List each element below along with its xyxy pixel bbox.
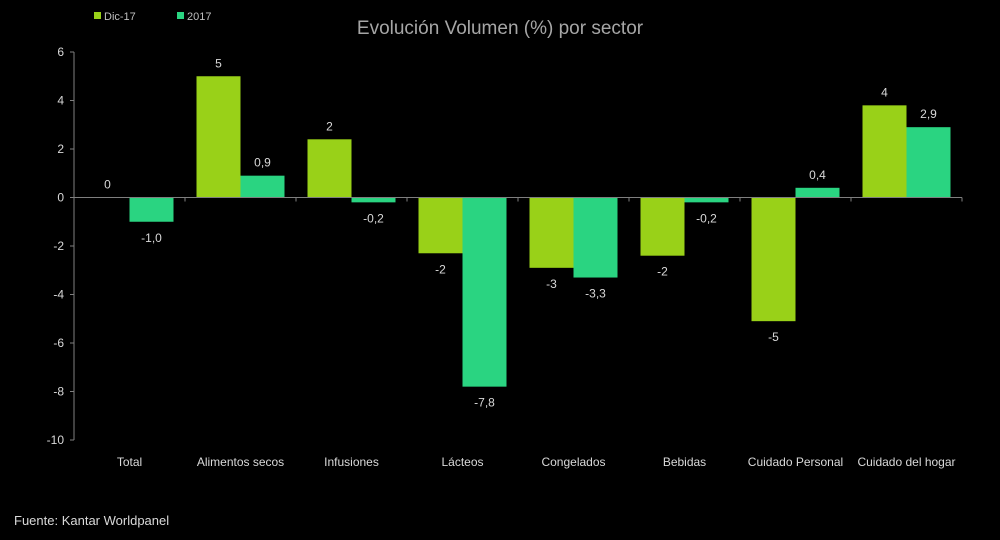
data-label-2017: -0,2 <box>696 211 717 225</box>
y-tick-label: -2 <box>53 239 64 253</box>
data-labels: 0 -1,0 5 0,9 2 -0,2 -2 -7,8 -3 -3,3 -2 -0,2 -5 0,4 4 2,… <box>104 56 937 409</box>
category-label: Bebidas <box>663 455 706 469</box>
bar-2017 <box>351 197 396 203</box>
bar-dic17 <box>529 197 574 268</box>
bar-2017 <box>573 197 618 278</box>
data-label-2017: 2,9 <box>920 107 937 121</box>
data-label-2017: 0,9 <box>254 156 271 170</box>
bar-2017 <box>129 197 174 222</box>
y-tick-label: 6 <box>57 45 64 59</box>
data-label-dic17: 2 <box>326 119 333 133</box>
legend-label-dic17: Dic-17 <box>104 11 136 23</box>
data-label-dic17: -5 <box>768 330 779 344</box>
data-label-2017: -1,0 <box>141 231 162 245</box>
category-label: Congelados <box>541 455 605 469</box>
bar-dic17 <box>751 197 796 322</box>
category-label: Lácteos <box>441 455 483 469</box>
category-label: Total <box>117 455 142 469</box>
category-label: Alimentos secos <box>197 455 284 469</box>
bar-dic17 <box>196 76 241 198</box>
data-label-2017: -7,8 <box>474 396 495 410</box>
y-tick-label: -6 <box>53 336 64 350</box>
y-tick-label: 2 <box>57 142 64 156</box>
zero-axis <box>73 197 963 202</box>
y-tick-label: 0 <box>57 191 64 205</box>
chart-title: Evolución Volumen (%) por sector <box>357 18 644 39</box>
x-axis: Total Alimentos secos Infusiones Lácteos Con… <box>117 455 956 469</box>
bar-dic17 <box>307 139 352 198</box>
bar-2017 <box>240 175 285 198</box>
data-label-dic17: 4 <box>881 85 888 99</box>
data-label-2017: -0,2 <box>363 211 384 225</box>
y-tick-label: -10 <box>47 433 65 447</box>
category-label: Infusiones <box>324 455 379 469</box>
legend-swatch-dic17 <box>94 12 101 19</box>
data-label-dic17: 0 <box>104 178 111 192</box>
bar-2017 <box>906 127 951 198</box>
bars <box>85 76 951 387</box>
category-label: Cuidado del hogar <box>857 455 955 469</box>
bar-dic17 <box>862 105 907 198</box>
y-tick-label: -8 <box>53 385 64 399</box>
y-tick-label: -4 <box>53 288 64 302</box>
data-label-dic17: -2 <box>657 265 668 279</box>
source-note: Fuente: Kantar Worldpanel <box>14 513 169 528</box>
y-tick-label: 4 <box>57 94 64 108</box>
legend: Dic-17 2017 <box>94 11 211 23</box>
bar-2017 <box>795 187 840 198</box>
legend-swatch-2017 <box>177 12 184 19</box>
bar-dic17 <box>640 197 685 256</box>
data-label-dic17: -3 <box>546 277 557 291</box>
data-label-dic17: -2 <box>435 262 446 276</box>
bar-2017 <box>684 197 729 203</box>
bar-2017 <box>462 197 507 387</box>
data-label-2017: 0,4 <box>809 168 826 182</box>
y-axis: 6 4 2 0 -2 -4 -6 -8 -10 <box>47 45 75 447</box>
data-label-dic17: 5 <box>215 56 222 70</box>
legend-label-2017: 2017 <box>187 11 211 23</box>
bar-dic17 <box>418 197 463 254</box>
data-label-2017: -3,3 <box>585 287 606 301</box>
category-label: Cuidado Personal <box>748 455 843 469</box>
